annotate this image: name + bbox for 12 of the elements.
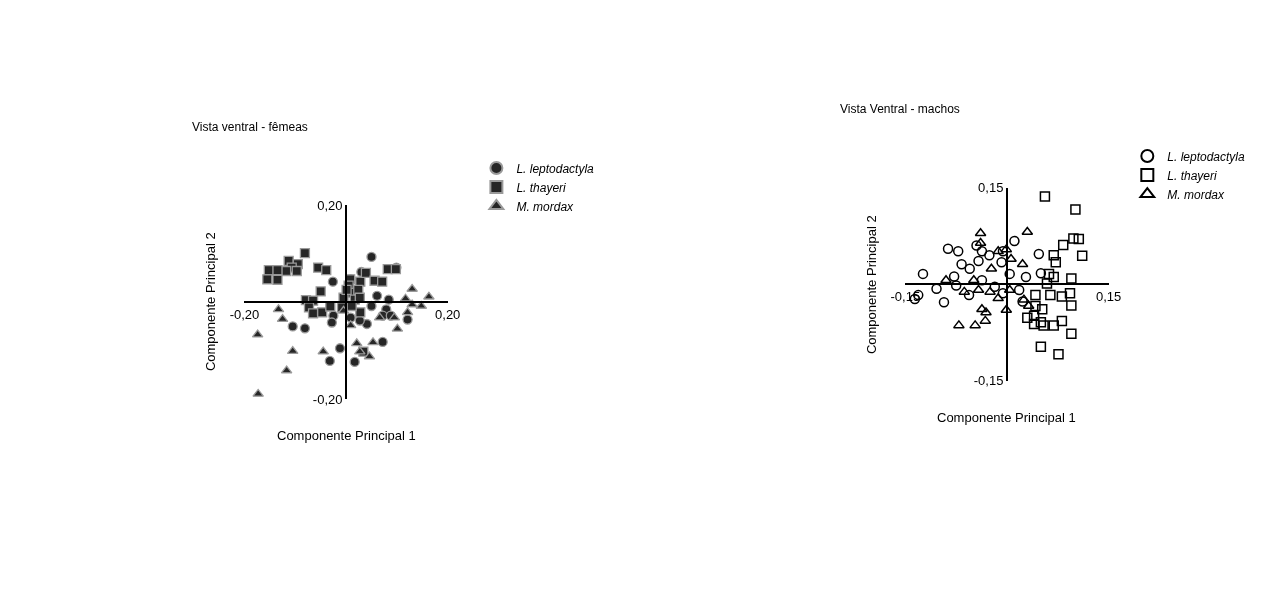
legend-label: L. leptodactyla (516, 161, 595, 176)
legend-label: M. mordax (516, 199, 575, 214)
legend-label: L. thayeri (1167, 168, 1218, 183)
legend-label: L. thayeri (516, 180, 567, 195)
y-axis-title: Componente Principal 2 (202, 232, 218, 372)
legend-label: M. mordax (1167, 187, 1225, 202)
chart-title: Vista Ventral - machos (840, 102, 960, 116)
chart-title: Vista ventral - fêmeas (192, 120, 308, 134)
y-axis-title: Componente Principal 2 (863, 215, 879, 355)
legend-label: L. leptodactyla (1167, 149, 1246, 164)
x-axis-title: Componente Principal 1 (277, 428, 416, 443)
x-axis-title: Componente Principal 1 (937, 410, 1076, 425)
